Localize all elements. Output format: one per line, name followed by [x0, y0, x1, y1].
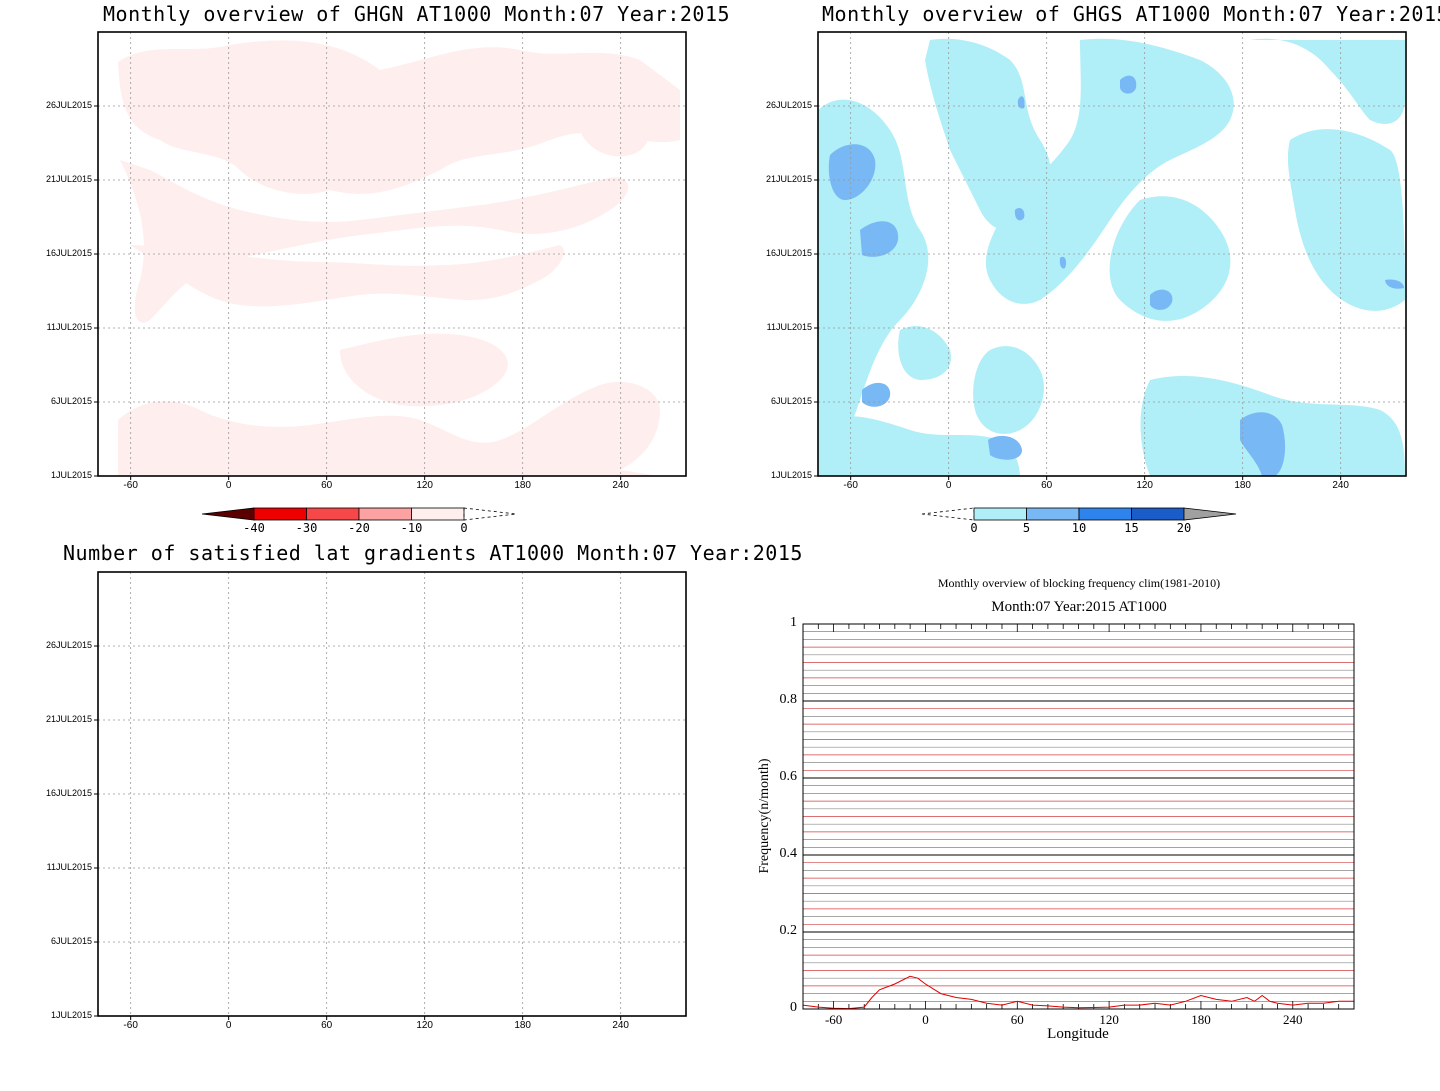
- chart-title-blocking: Monthly overview of blocking frequency c…: [937, 576, 1221, 590]
- y-tick-label: 11JUL2015: [46, 862, 92, 872]
- y-tick-label: 1: [790, 615, 797, 630]
- colorbar-cell: [306, 507, 360, 521]
- heatmap-panel-0: [94, 31, 687, 480]
- y-tick-label: 26JUL2015: [765, 100, 812, 110]
- y-tick-label: 11JUL2015: [766, 322, 812, 332]
- ghgs-contour-fill-medium: [828, 75, 1404, 476]
- y-tick-label: 0.6: [779, 769, 798, 784]
- colorbar-cell: [253, 507, 307, 521]
- x-tick-label: 60: [321, 1020, 333, 1031]
- colorbar-label: 20: [1176, 521, 1192, 535]
- y-tick-label: 21JUL2015: [765, 174, 812, 184]
- y-tick-label: 16JUL2015: [45, 248, 92, 258]
- x-tick-label: 240: [1332, 480, 1349, 491]
- x-tick-label: 60: [321, 480, 333, 491]
- colorbar-triangle-left: [201, 507, 255, 521]
- y-tick-label: 16JUL2015: [765, 248, 812, 258]
- x-tick-label: -60: [123, 1020, 138, 1031]
- plot-frame: [802, 623, 1355, 1010]
- x-axis-label-blocking: Longitude: [1047, 1026, 1109, 1042]
- y-tick-label: 1JUL2015: [50, 1010, 92, 1020]
- x-tick-label: 0: [945, 480, 952, 491]
- x-tick-label: 0: [225, 1020, 232, 1031]
- colorbar-label: 10: [1071, 521, 1087, 535]
- colorbar-cell: [411, 507, 465, 521]
- y-tick-label: 0.4: [779, 846, 798, 861]
- colorbar-ghgn: [201, 507, 517, 521]
- x-tick-label: 180: [514, 480, 531, 491]
- chart-title-gradients: Number of satisfied lat gradients AT1000…: [63, 541, 803, 565]
- y-tick-label: 0: [790, 1000, 797, 1015]
- y-tick-label: 0.8: [779, 692, 798, 707]
- x-tick-label: 180: [1191, 1012, 1211, 1027]
- heatmap-panel-2: [94, 571, 687, 1020]
- y-tick-label: 16JUL2015: [45, 788, 92, 798]
- chart-title-ghgn: Monthly overview of GHGN AT1000 Month:07…: [103, 2, 731, 26]
- x-tick-label: 120: [416, 1020, 433, 1031]
- y-tick-label: 26JUL2015: [45, 640, 92, 650]
- y-tick-label: 0.2: [779, 923, 798, 938]
- colorbar-cell: [1026, 507, 1080, 521]
- x-tick-label: 180: [1234, 480, 1251, 491]
- chart-subtitle-blocking: Month:07 Year:2015 AT1000: [991, 599, 1167, 615]
- colorbar-ghgs: [921, 507, 1237, 521]
- y-tick-label: 6JUL2015: [50, 396, 92, 406]
- colorbar-label: -30: [295, 521, 318, 535]
- series-line-0: [802, 975, 1354, 1010]
- x-tick-label: 60: [1010, 1012, 1024, 1027]
- colorbar-cell: [1131, 507, 1185, 521]
- y-tick-label: 21JUL2015: [45, 714, 92, 724]
- colorbar-cell: [358, 507, 412, 521]
- colorbar-cell: [1078, 507, 1132, 521]
- x-tick-label: 240: [612, 1020, 629, 1031]
- plot-frame: [97, 31, 687, 477]
- x-tick-label: 240: [1283, 1012, 1303, 1027]
- x-tick-label: -60: [843, 480, 858, 491]
- heatmap-panel-1: [814, 31, 1407, 480]
- y-tick-label: 21JUL2015: [45, 174, 92, 184]
- x-tick-label: 180: [514, 1020, 531, 1031]
- x-tick-label: 120: [416, 480, 433, 491]
- y-tick-label: 6JUL2015: [770, 396, 812, 406]
- ghgn-contour-fill: [118, 40, 680, 476]
- y-tick-label: 6JUL2015: [50, 936, 92, 946]
- x-tick-label: -60: [824, 1012, 843, 1027]
- blocking-frequency-chart: [802, 623, 1355, 1010]
- colorbar-cell: [973, 507, 1027, 521]
- colorbar-label: 5: [1022, 521, 1031, 535]
- colorbar-label: -20: [348, 521, 370, 535]
- y-tick-label: 26JUL2015: [45, 100, 92, 110]
- colorbar-triangle-right: [1183, 507, 1237, 521]
- x-tick-label: 0: [922, 1012, 929, 1027]
- colorbar-label: 15: [1124, 521, 1139, 535]
- ghgs-contour-fill: [818, 38, 1405, 476]
- x-tick-label: 0: [225, 480, 232, 491]
- x-tick-label: 120: [1099, 1012, 1119, 1027]
- colorbar-triangle-right: [463, 507, 517, 521]
- y-tick-label: 1JUL2015: [770, 470, 812, 480]
- colorbar-label: -40: [243, 521, 265, 535]
- colorbar-label: 0: [460, 521, 468, 535]
- y-tick-label: 1JUL2015: [50, 470, 92, 480]
- x-tick-label: 60: [1041, 480, 1053, 491]
- x-tick-label: 240: [612, 480, 629, 491]
- chart-title-ghgs: Monthly overview of GHGS AT1000 Month:07…: [822, 2, 1440, 26]
- y-tick-label: 11JUL2015: [46, 322, 92, 332]
- x-tick-label: 120: [1136, 480, 1153, 491]
- colorbar-triangle-left: [921, 507, 975, 521]
- colorbar-label: 0: [970, 521, 978, 535]
- colorbar-label: -10: [400, 521, 423, 535]
- plot-frame: [817, 31, 1407, 477]
- plot-frame: [97, 571, 687, 1017]
- x-tick-label: -60: [123, 480, 138, 491]
